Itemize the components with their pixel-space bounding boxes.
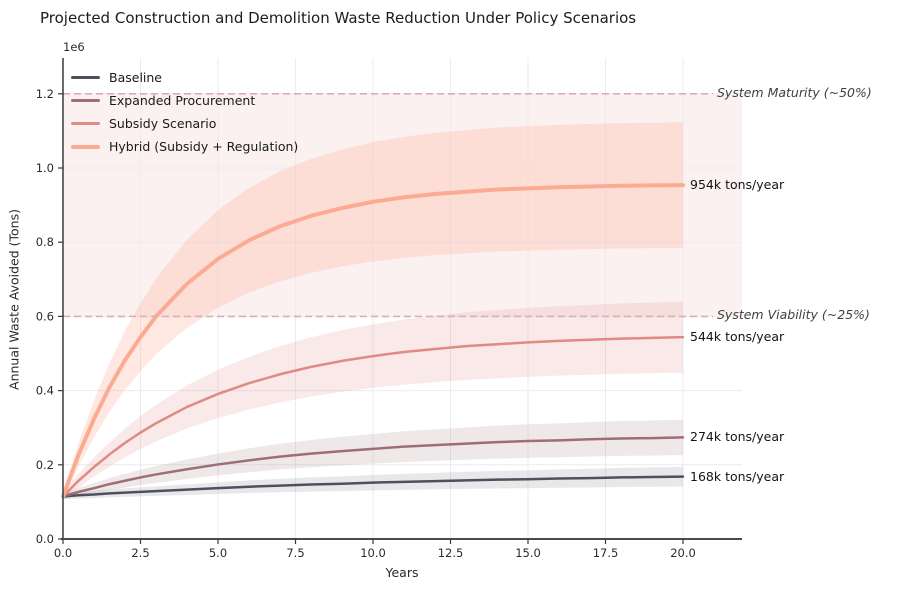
x-tick-label: 17.5 bbox=[593, 546, 619, 560]
legend-line-swatch bbox=[71, 76, 100, 79]
x-tick-label: 10.0 bbox=[360, 546, 386, 560]
series-line bbox=[61, 183, 685, 499]
y-tick-label: 0.8 bbox=[36, 235, 54, 249]
x-tick-label: 20.0 bbox=[670, 546, 696, 560]
series-end-value-label: 954k tons/year bbox=[690, 177, 785, 193]
x-tick-label: 12.5 bbox=[438, 546, 464, 560]
x-tick-label: 5.0 bbox=[209, 546, 227, 560]
legend-label: Baseline bbox=[109, 70, 162, 85]
series-end-value-label: 274k tons/year bbox=[690, 429, 785, 445]
legend: Baseline Expanded Procurement Subsidy Scen… bbox=[71, 66, 298, 158]
y-tick-label: 1.0 bbox=[36, 161, 54, 175]
legend-line-swatch bbox=[71, 122, 100, 125]
reference-line-label: System Viability (~25%) bbox=[717, 307, 870, 323]
confidence-band bbox=[63, 301, 683, 501]
legend-line-swatch bbox=[71, 144, 100, 149]
x-axis-label: Years bbox=[385, 565, 419, 580]
x-tick-label: 0.0 bbox=[54, 546, 72, 560]
x-tick-label: 7.5 bbox=[286, 546, 304, 560]
legend-item: Subsidy Scenario bbox=[71, 112, 298, 135]
series-line bbox=[61, 436, 685, 498]
legend-line-swatch bbox=[71, 99, 100, 102]
legend-item: Baseline bbox=[71, 66, 298, 89]
y-tick-label: 0.0 bbox=[36, 532, 54, 546]
target-zone bbox=[63, 93, 742, 317]
chart-title: Projected Construction and Demolition Wa… bbox=[40, 9, 637, 27]
series-end-value-label: 168k tons/year bbox=[690, 468, 785, 484]
legend-item: Hybrid (Subsidy + Regulation) bbox=[71, 135, 298, 158]
confidence-band bbox=[63, 122, 683, 501]
confidence-band bbox=[63, 419, 683, 500]
y-tick-label: 0.2 bbox=[36, 458, 54, 472]
x-tick-label: 15.0 bbox=[515, 546, 541, 560]
x-tick-label: 2.5 bbox=[131, 546, 149, 560]
y-axis-label: Annual Waste Avoided (Tons) bbox=[6, 209, 22, 390]
series-line bbox=[61, 475, 685, 498]
series-end-value-label: 544k tons/year bbox=[690, 329, 785, 345]
y-axis-offset-label: 1e6 bbox=[63, 40, 85, 54]
y-tick-label: 0.6 bbox=[36, 309, 54, 323]
y-tick-label: 1.2 bbox=[36, 87, 54, 101]
series-line bbox=[61, 335, 685, 498]
legend-label: Expanded Procurement bbox=[109, 93, 256, 108]
legend-item: Expanded Procurement bbox=[71, 89, 298, 112]
y-tick-label: 0.4 bbox=[36, 384, 54, 398]
legend-label: Hybrid (Subsidy + Regulation) bbox=[109, 139, 299, 154]
legend-label: Subsidy Scenario bbox=[109, 116, 217, 131]
reference-line-label: System Maturity (~50%) bbox=[717, 84, 872, 100]
